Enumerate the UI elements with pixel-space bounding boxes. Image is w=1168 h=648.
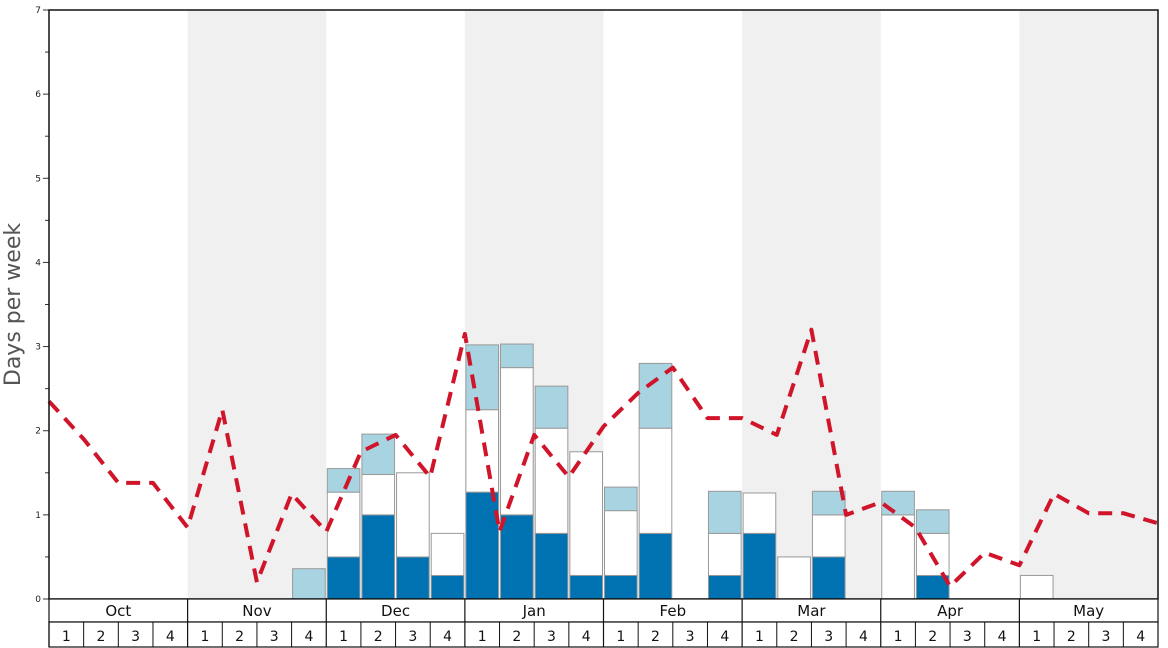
- bar-segment: [707, 490, 742, 534]
- bar-segment: [534, 427, 569, 534]
- week-label: 4: [998, 629, 1007, 645]
- month-label: Mar: [797, 602, 826, 620]
- bar-segment: [742, 492, 777, 534]
- month-label: Nov: [242, 602, 271, 620]
- bar-segment: [500, 514, 534, 600]
- week-label: 2: [928, 629, 937, 645]
- bar-segment: [707, 532, 742, 576]
- week-label: 1: [616, 629, 625, 645]
- y-tick-label: 7: [35, 6, 41, 16]
- bar-segment: [1019, 574, 1054, 600]
- week-label: 2: [651, 629, 660, 645]
- bar-segment: [396, 472, 430, 558]
- week-label: 1: [62, 629, 71, 645]
- bar-segment: [326, 556, 361, 600]
- week-label: 3: [963, 629, 972, 645]
- week-label: 1: [478, 629, 487, 645]
- bar-segment: [534, 532, 569, 600]
- week-label: 2: [512, 629, 521, 645]
- bar-segment: [881, 514, 915, 600]
- y-tick-label: 3: [35, 343, 41, 353]
- bar-segment: [638, 427, 673, 534]
- week-label: 1: [200, 629, 209, 645]
- bar-segment: [604, 574, 638, 600]
- y-tick-label: 0: [35, 595, 41, 605]
- month-shade-band: [1019, 10, 1158, 599]
- week-label: 3: [686, 629, 695, 645]
- week-label: 2: [1067, 629, 1076, 645]
- month-label: Jan: [522, 602, 546, 620]
- y-tick-label: 2: [35, 427, 41, 437]
- bar-segment: [500, 343, 534, 369]
- week-label: 1: [1032, 629, 1041, 645]
- y-tick-label: 5: [35, 174, 41, 184]
- bar-segment: [396, 556, 430, 600]
- y-tick-label: 4: [35, 258, 41, 268]
- bar-segment: [534, 385, 569, 429]
- week-label: 3: [270, 629, 279, 645]
- bar-segment: [569, 574, 603, 600]
- week-label: 3: [1102, 629, 1111, 645]
- bar-segment: [604, 510, 638, 576]
- week-label: 4: [1136, 629, 1145, 645]
- bar-segment: [361, 433, 396, 475]
- month-label: Apr: [937, 602, 964, 620]
- bar-segment: [915, 509, 950, 534]
- week-label: 4: [443, 629, 452, 645]
- week-label: 2: [97, 629, 106, 645]
- bar-segment: [326, 491, 361, 558]
- trend-line: [47, 327, 1159, 589]
- bar-segment: [742, 532, 777, 600]
- week-label: 3: [824, 629, 833, 645]
- bar-segment: [604, 486, 638, 512]
- week-label: 1: [339, 629, 348, 645]
- week-label: 4: [166, 629, 175, 645]
- week-label: 4: [304, 629, 313, 645]
- bar-segment: [811, 556, 846, 600]
- bar-segment: [292, 568, 326, 600]
- week-label: 2: [235, 629, 244, 645]
- bar-segment: [430, 532, 465, 576]
- month-label: Dec: [381, 602, 410, 620]
- bar-segment: [430, 574, 465, 600]
- bar-segment: [361, 514, 396, 600]
- month-label: May: [1073, 602, 1104, 620]
- bar-segment: [361, 473, 396, 516]
- week-label: 3: [547, 629, 556, 645]
- bar-segment: [811, 514, 846, 558]
- y-tick-label: 1: [35, 511, 41, 521]
- week-label: 4: [582, 629, 591, 645]
- week-label: 3: [131, 629, 140, 645]
- month-label: Feb: [660, 602, 687, 620]
- bar-segment: [465, 491, 500, 600]
- month-shade-band: [187, 10, 327, 599]
- y-axis-label: Days per week: [1, 223, 26, 386]
- week-label: 1: [755, 629, 764, 645]
- week-label: 1: [894, 629, 903, 645]
- week-label: 4: [720, 629, 729, 645]
- month-label: Oct: [105, 602, 131, 620]
- bar-segment: [500, 367, 534, 516]
- week-label: 2: [790, 629, 799, 645]
- bar-segment: [811, 490, 846, 516]
- bar-segment: [638, 532, 673, 600]
- week-label: 4: [859, 629, 868, 645]
- bar-segment: [777, 556, 811, 600]
- bar-segment: [326, 468, 361, 493]
- week-label: 3: [408, 629, 417, 645]
- bar-segment: [707, 574, 742, 600]
- week-label: 2: [374, 629, 383, 645]
- y-tick-label: 6: [35, 90, 41, 100]
- bar-segment: [881, 490, 915, 516]
